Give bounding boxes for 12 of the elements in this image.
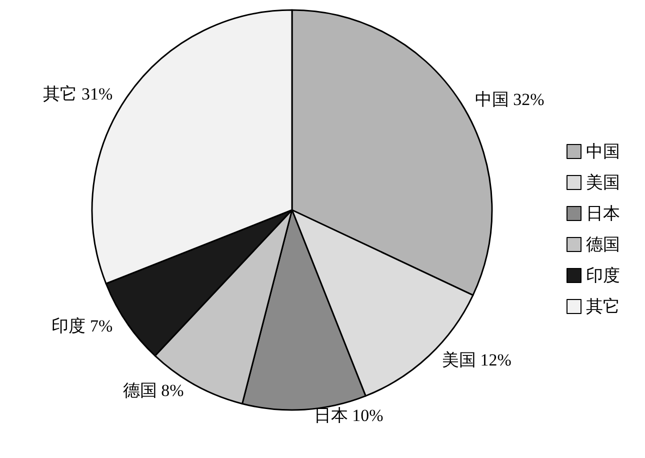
- legend-label: 其它: [586, 297, 620, 316]
- legend-label: 美国: [586, 173, 620, 192]
- legend-label: 日本: [586, 204, 620, 223]
- category-label: 中国 32%: [474, 90, 544, 110]
- category-label: 其它 31%: [43, 84, 113, 104]
- category-label: 美国 12%: [442, 350, 512, 370]
- legend-label: 德国: [586, 235, 620, 254]
- category-label: 印度 7%: [52, 316, 113, 336]
- category-label: 日本 10%: [314, 406, 384, 426]
- legend-label: 印度: [586, 266, 620, 285]
- legend-label: 中国: [586, 142, 620, 161]
- category-label: 德国 8%: [122, 381, 184, 400]
